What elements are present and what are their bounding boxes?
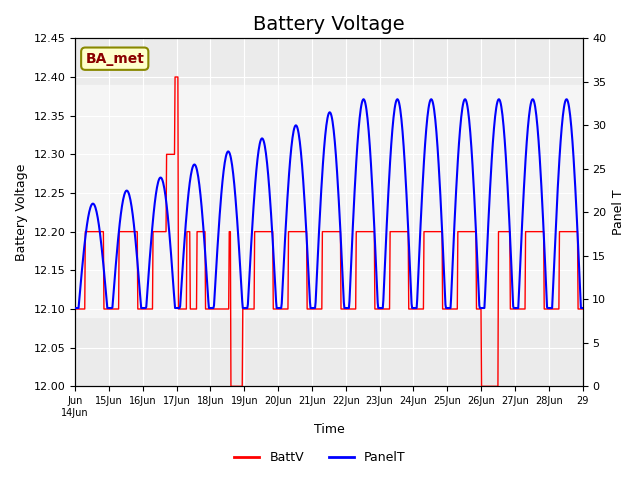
Text: BA_met: BA_met (85, 52, 144, 66)
Y-axis label: Battery Voltage: Battery Voltage (15, 164, 28, 261)
Title: Battery Voltage: Battery Voltage (253, 15, 404, 34)
X-axis label: Time: Time (314, 423, 344, 436)
Legend: BattV, PanelT: BattV, PanelT (229, 446, 411, 469)
Y-axis label: Panel T: Panel T (612, 190, 625, 235)
Bar (75, 85, 582, 317)
